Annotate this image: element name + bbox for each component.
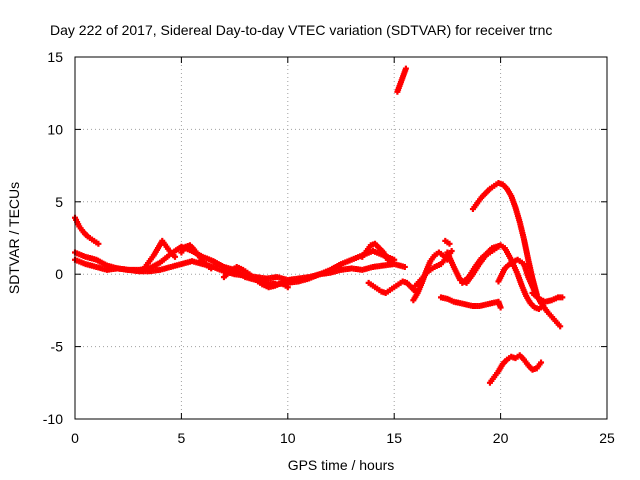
- data-point: [284, 284, 291, 291]
- data-point: [448, 248, 455, 255]
- series-arc-i: [394, 65, 409, 95]
- grid: [75, 57, 607, 419]
- x-tick-label: 5: [178, 430, 186, 446]
- y-tick-label: 5: [55, 194, 63, 210]
- series-arc-n: [438, 294, 504, 311]
- y-tick-label: -5: [51, 339, 64, 355]
- series-arc-o: [459, 242, 547, 312]
- data-point: [95, 240, 102, 247]
- series-arc-s: [529, 290, 566, 305]
- data-point: [497, 304, 504, 311]
- series-arc-h: [365, 278, 419, 297]
- series-arc-e: [178, 242, 215, 272]
- series-arc-l: [442, 237, 453, 247]
- y-tick-label: 15: [47, 49, 63, 65]
- series-arc-r: [495, 256, 564, 330]
- x-axis-label: GPS time / hours: [288, 457, 395, 473]
- plot-frame: [74, 56, 608, 420]
- data-point: [208, 265, 215, 272]
- series-arc-d: [142, 237, 179, 270]
- data-point: [402, 65, 409, 72]
- series-arc-f: [220, 263, 291, 291]
- data-point: [389, 259, 396, 266]
- y-axis-label: SDTVAR / TECUs: [6, 182, 22, 294]
- data-point: [559, 294, 566, 301]
- y-tick-label: 0: [55, 266, 63, 282]
- data-point: [557, 323, 564, 330]
- x-tick-label: 20: [493, 430, 509, 446]
- series-arc-q: [486, 352, 545, 386]
- series-arc-a: [72, 214, 102, 247]
- series-arc-g: [359, 240, 396, 266]
- x-tick-label: 15: [386, 430, 402, 446]
- y-tick-label: -10: [43, 411, 63, 427]
- x-tick-label: 25: [599, 430, 615, 446]
- chart-title: Day 222 of 2017, Sidereal Day-to-day VTE…: [50, 22, 552, 38]
- series-arc-p: [469, 179, 540, 298]
- data-point: [401, 263, 408, 270]
- data-points: [72, 65, 566, 386]
- x-tick-label: 0: [71, 430, 79, 446]
- x-tick-label: 10: [280, 430, 296, 446]
- data-point: [446, 240, 453, 247]
- y-tick-label: 10: [47, 121, 63, 137]
- data-point: [538, 359, 545, 366]
- data-point: [172, 253, 179, 260]
- tick-labels: 0 5 10 15 20 25 -10 -5 0 5 10 15: [43, 49, 615, 446]
